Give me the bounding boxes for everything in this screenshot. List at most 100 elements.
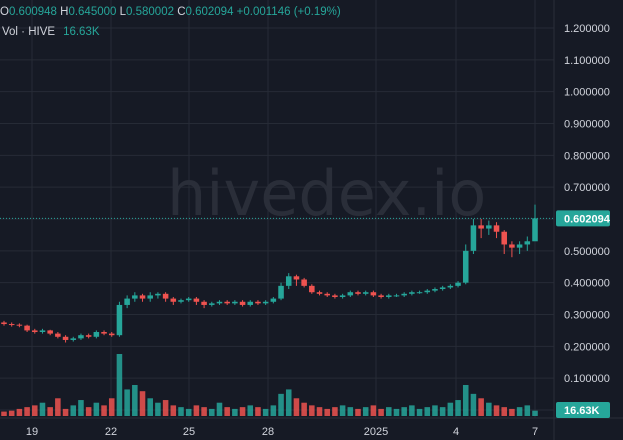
candle-body (262, 301, 269, 304)
low-label: L (119, 6, 127, 18)
high-value: 0.645000 (68, 6, 117, 18)
volume-bar (362, 407, 369, 416)
candle-body (339, 295, 346, 297)
x-tick-label: 22 (105, 426, 117, 438)
volume-bar (470, 393, 477, 416)
candle-body (409, 292, 415, 294)
volume-bar (70, 405, 77, 416)
volume-bar (255, 407, 261, 416)
candle-body (47, 330, 53, 334)
volume-bar (524, 405, 531, 416)
volume-bar (55, 398, 61, 416)
candle-body (486, 225, 492, 229)
volume-bar (1, 411, 7, 416)
volume-bar (132, 385, 138, 416)
volume-bar (309, 405, 315, 416)
price-axis[interactable]: 1.200000 1.100000 1.000000 0.900000 0.800000… (564, 23, 610, 417)
y-tick-label: 0.400000 (564, 278, 610, 290)
volume-bar (262, 408, 269, 416)
volume-bar (16, 408, 23, 416)
watermark: hivedex.io (167, 157, 486, 230)
volume-bar (155, 402, 161, 416)
y-tick-label: 1.200000 (564, 23, 610, 35)
volume-legend: Vol · HIVE 16.63K (2, 26, 100, 38)
volume-bar (401, 407, 407, 416)
volume-bar (216, 402, 223, 416)
candle-body (362, 292, 369, 294)
candle-body (324, 293, 330, 296)
open-label: O (0, 6, 9, 18)
candle-body (393, 295, 400, 297)
volume-bar (147, 398, 153, 416)
candle-body (201, 301, 207, 305)
low-value: 0.580002 (126, 6, 174, 18)
candle-body (224, 301, 230, 304)
grid (0, 0, 554, 418)
volume-bar (424, 407, 431, 416)
time-axis[interactable]: 19 22 25 28 2025 4 7 (26, 426, 538, 438)
candle-body (155, 293, 161, 296)
volume-bar (462, 385, 469, 416)
candle-body (524, 241, 531, 245)
candle-body (447, 285, 454, 288)
close-value: 0.602094 (185, 6, 234, 18)
volume-bar (416, 408, 423, 416)
candle-body (255, 301, 261, 304)
volume-bar (285, 389, 292, 416)
volume-bar (316, 407, 323, 416)
volume-bar (232, 408, 238, 416)
volume-bars (1, 354, 538, 416)
candle-body (16, 324, 23, 326)
x-tick-label: 19 (26, 426, 38, 438)
candle-body (439, 287, 446, 290)
volume-bar (332, 407, 338, 416)
candle-body (285, 276, 292, 286)
y-tick-label: 0.200000 (564, 341, 610, 353)
volume-bar (108, 398, 115, 416)
x-tick-label: 25 (183, 426, 195, 438)
volume-bar (493, 405, 500, 416)
high-label: H (60, 6, 69, 18)
candle-body (24, 325, 30, 331)
volume-bar (62, 408, 69, 416)
volume-bar (239, 407, 246, 416)
candle-body (209, 303, 215, 305)
candle-body (70, 338, 77, 340)
volume-bar (178, 407, 184, 416)
candle-body (55, 333, 61, 337)
volume-bar (432, 405, 438, 416)
volume-bar (339, 405, 346, 416)
volume-bar (8, 410, 15, 416)
candle-body (493, 225, 500, 232)
volume-bar (278, 393, 284, 416)
candle-body (78, 335, 84, 339)
candle-body (424, 290, 431, 293)
volume-bar (39, 402, 46, 416)
candle-body (332, 295, 338, 297)
volume-bar (32, 405, 38, 416)
volume-bar (393, 408, 400, 416)
volume-bar (324, 408, 330, 416)
volume-bar (486, 402, 492, 416)
candle-body (370, 292, 377, 296)
volume-bar (409, 405, 415, 416)
volume-bar (209, 408, 215, 416)
volume-bar (116, 354, 123, 416)
volume-bar (139, 391, 146, 416)
volume-bar (455, 400, 461, 416)
y-tick-label: 0.300000 (564, 310, 610, 322)
volume-bar (224, 407, 230, 416)
volume-bar (532, 410, 538, 416)
candle-body (355, 292, 361, 294)
svg-text:0.602094: 0.602094 (564, 213, 611, 225)
candle-body (32, 330, 38, 333)
volume-bar (509, 408, 515, 416)
candle-body (509, 244, 515, 248)
volume-bar (386, 407, 392, 416)
close-label: C (177, 6, 186, 18)
candle-body (8, 324, 15, 326)
volume-bar (93, 402, 100, 416)
volume-bar (24, 407, 30, 416)
